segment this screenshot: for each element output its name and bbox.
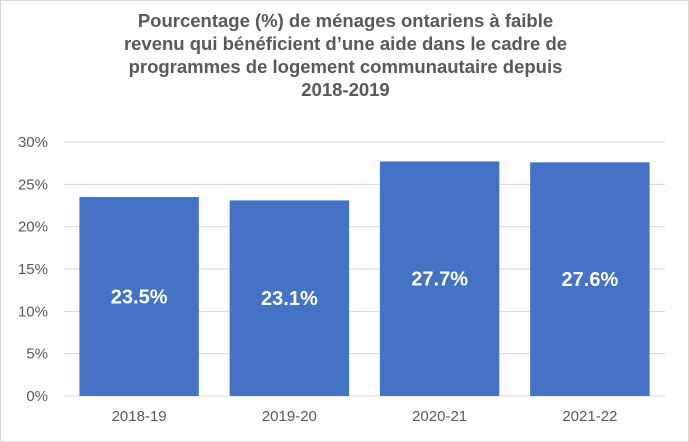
chart-title: Pourcentage (%) de ménages ontariens à f… [41,9,650,101]
chart-title-line: revenu qui bénéficient d’une aide dans l… [123,33,568,54]
chart-title-line: 2018-2019 [301,79,390,100]
y-tick-label: 10% [18,303,48,320]
data-label: 27.7% [411,269,468,291]
chart-title-line: Pourcentage (%) de ménages ontariens à f… [137,10,554,31]
y-tick-label: 20% [18,219,48,236]
x-tick-label: 2020-21 [412,408,467,425]
bar [530,162,650,396]
x-tick-label: 2021-22 [562,408,617,425]
bar [379,161,500,396]
data-label: 27.6% [562,269,619,291]
x-tick-label: 2018-19 [112,408,167,425]
bars [79,161,650,396]
x-axis-ticks: 2018-19 2019-20 2020-21 2021-22 [112,408,618,425]
bar [79,197,199,396]
y-tick-label: 30% [18,134,48,151]
data-label: 23.5% [111,287,168,309]
chart-title-line: programmes de logement communautaire dep… [128,56,563,77]
y-tick-label: 0% [26,388,48,405]
data-labels: 23.5% 23.1% 27.7% 27.6% [111,269,619,310]
data-label: 23.1% [261,288,318,310]
x-tick-label: 2019-20 [262,408,317,425]
y-tick-label: 25% [18,176,48,193]
y-axis-ticks: 0% 5% 10% 15% 20% 25% 30% [18,134,48,405]
y-tick-label: 5% [26,346,48,363]
y-tick-label: 15% [18,261,48,278]
bar [229,200,350,396]
